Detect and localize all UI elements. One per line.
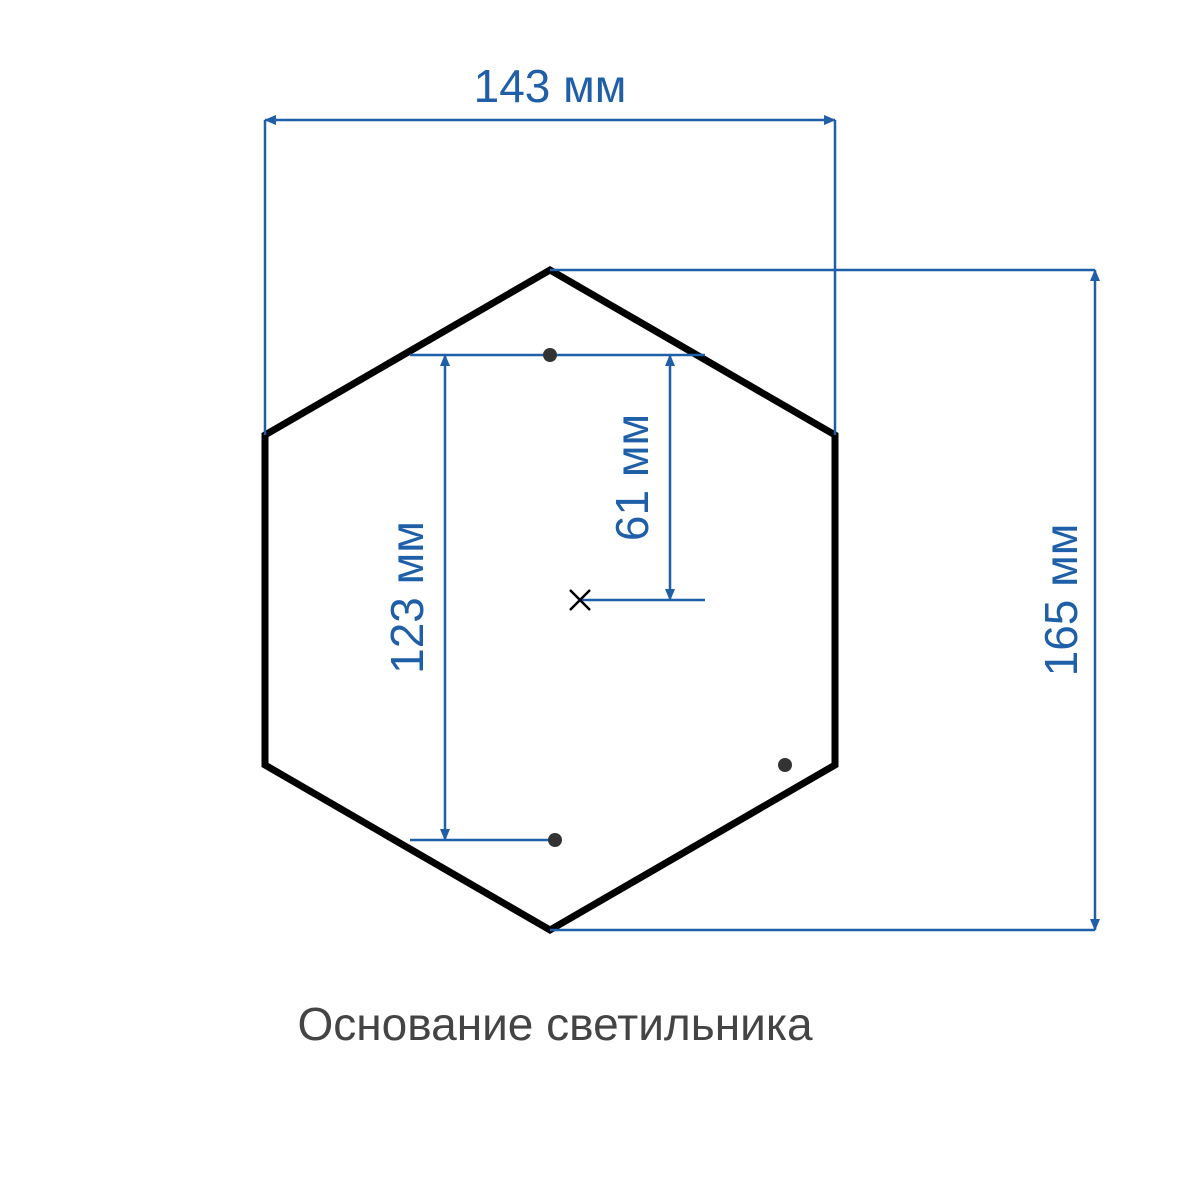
dim-label-width: 143 мм: [474, 60, 627, 112]
dim-label-61: 61 мм: [606, 414, 658, 541]
caption: Основание светильника: [297, 998, 813, 1050]
dim-label-123: 123 мм: [381, 521, 433, 674]
dim-label-height: 165 мм: [1035, 524, 1087, 677]
mount-hole-bottom: [548, 833, 562, 847]
hexagon-outline: [265, 270, 835, 930]
mount-hole-top: [543, 348, 557, 362]
mount-hole-right: [778, 758, 792, 772]
